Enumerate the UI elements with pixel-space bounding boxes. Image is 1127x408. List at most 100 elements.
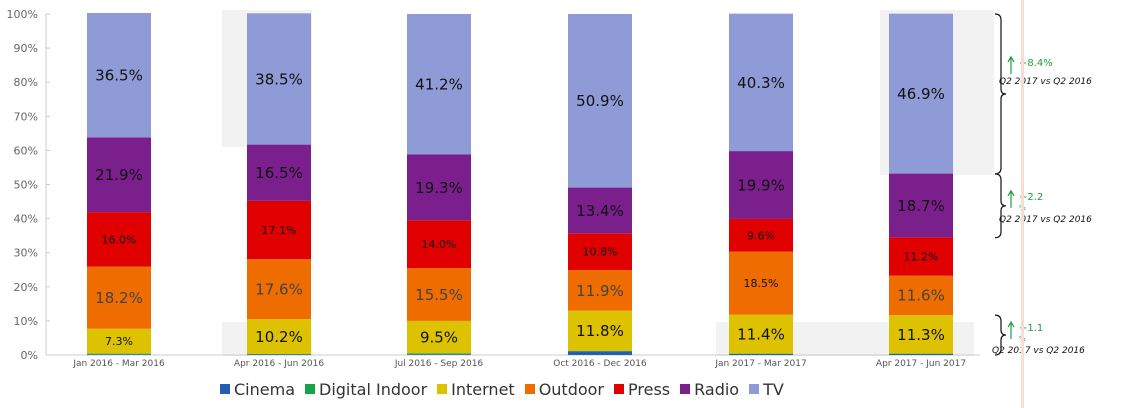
bar-segment-radio [87, 137, 151, 213]
data-label: 11.2% [904, 250, 939, 263]
legend-item: TV [749, 380, 784, 399]
legend-item: Radio [680, 380, 739, 399]
x-tick-label: Jan 2017 - Mar 2017 [714, 359, 806, 369]
x-tick-label: Oct 2016 - Dec 2016 [553, 359, 647, 369]
annotation-note: Q2 2017 vs Q2 2016 [992, 346, 1085, 356]
data-label: 16.0% [102, 233, 137, 246]
bar-segment-internet [568, 310, 632, 351]
bar-segment-press [247, 200, 311, 260]
bar-segment-radio [407, 154, 471, 221]
y-tick-label: 90% [14, 42, 38, 55]
data-label: 9.6% [747, 229, 775, 242]
y-tick-label: 100% [7, 8, 38, 21]
bar-segment-cinema [568, 351, 632, 355]
data-label: 11.6% [897, 287, 945, 305]
bar-segment-tv [87, 12, 151, 138]
y-tick-label: 40% [14, 213, 38, 226]
data-label: 15.5% [415, 286, 463, 304]
x-tick-label: Jul 2016 - Sep 2016 [394, 359, 484, 369]
legend-swatch [437, 384, 448, 394]
bar-segment-tv [729, 13, 793, 152]
bar-segment-internet [407, 320, 471, 354]
y-tick-label: 20% [14, 281, 38, 294]
legend: Cinema Digital Indoor Internet Outdoor Press… [220, 379, 784, 399]
legend-label: Outdoor [538, 379, 605, 399]
bar-segment-press [729, 218, 793, 252]
data-label: 17.6% [255, 281, 303, 299]
annotation-brace [994, 314, 1007, 356]
data-label: 14.0% [422, 238, 457, 251]
bar-segment-cinema [247, 354, 311, 355]
data-label: 11.8% [576, 322, 624, 340]
y-tick-label: 30% [14, 247, 38, 260]
data-label: 18.5% [744, 277, 779, 290]
bar-segment-tv [889, 13, 953, 174]
bar-segment-tv [407, 14, 471, 155]
data-label: 9.5% [420, 328, 458, 346]
y-tick-label: 80% [14, 76, 38, 89]
data-label: 50.9% [576, 92, 624, 110]
legend-label: Digital Indoor [319, 379, 428, 399]
legend-item: Outdoor [524, 379, 605, 399]
x-tick-label: Apr 2016 - Jun 2016 [234, 359, 324, 369]
legend-swatch [220, 384, 230, 394]
legend-swatch [305, 384, 315, 394]
data-label: 46.9% [897, 85, 945, 103]
data-label: 11.9% [576, 282, 624, 300]
legend-label: Internet [451, 379, 515, 399]
bar-segment-outdoor [729, 251, 793, 315]
annotation-brace [994, 13, 1007, 175]
annotation-delta: +8.4% [1019, 58, 1053, 69]
annotation-brace [994, 173, 1007, 239]
data-label: 10.2% [255, 328, 303, 346]
bar-segment-outdoor [247, 259, 311, 320]
bar-segment-internet [87, 328, 151, 354]
data-label: 36.5% [95, 67, 143, 85]
data-label: 41.2% [415, 76, 463, 94]
legend-item: Press [614, 380, 670, 399]
bar-segment-internet [729, 314, 793, 354]
y-tick-label: 60% [14, 144, 38, 157]
bar-segment-internet [247, 319, 311, 354]
data-label: 38.5% [255, 70, 303, 88]
y-tick-label: 50% [14, 179, 38, 192]
legend-label: Cinema [234, 379, 295, 399]
annotation-delta: +2.2 [1019, 192, 1043, 203]
y-tick-label: 70% [14, 110, 38, 123]
bar-segment-cinema [87, 354, 151, 355]
bar-segment-cinema [407, 354, 471, 355]
bar-segment-internet [889, 315, 953, 354]
data-label: 19.9% [737, 176, 785, 194]
legend-label: TV [763, 379, 784, 399]
data-label: 11.3% [897, 326, 945, 344]
annotation-note: Q2 2017 vs Q2 2016 [999, 77, 1092, 87]
data-label: 21.9% [95, 166, 143, 184]
bar-segment-tv [247, 13, 311, 145]
bar-segment-outdoor [407, 268, 471, 321]
y-tick-label: 0% [21, 349, 38, 362]
up-arrow-head [1007, 55, 1015, 63]
legend-item: Internet [437, 380, 515, 399]
right-edge-bar [1021, 0, 1024, 408]
annotation-delta: +1.1 [1019, 323, 1043, 334]
bar-segment-cinema [889, 353, 953, 355]
legend-item: Cinema [220, 380, 295, 399]
data-label: 18.2% [95, 289, 143, 307]
annotation-note: Q2 2017 vs Q2 2016 [999, 215, 1092, 225]
up-arrow-head [1007, 320, 1015, 328]
legend-label: Radio [694, 379, 740, 399]
legend-swatch [614, 384, 625, 394]
bar-segment-press [87, 212, 151, 267]
bar-segment-press [568, 233, 632, 271]
legend-label: Press [628, 379, 671, 399]
data-label: 19.3% [415, 179, 463, 197]
bar-segment-outdoor [568, 270, 632, 311]
legend-swatch [524, 384, 535, 394]
data-label: 13.4% [576, 202, 624, 220]
bar-segment-tv [568, 14, 632, 188]
bar-segment-outdoor [889, 275, 953, 316]
bar-segment-radio [247, 144, 311, 201]
legend-item: Digital Indoor [305, 380, 427, 399]
x-tick-label: Jan 2016 - Mar 2016 [72, 359, 165, 369]
